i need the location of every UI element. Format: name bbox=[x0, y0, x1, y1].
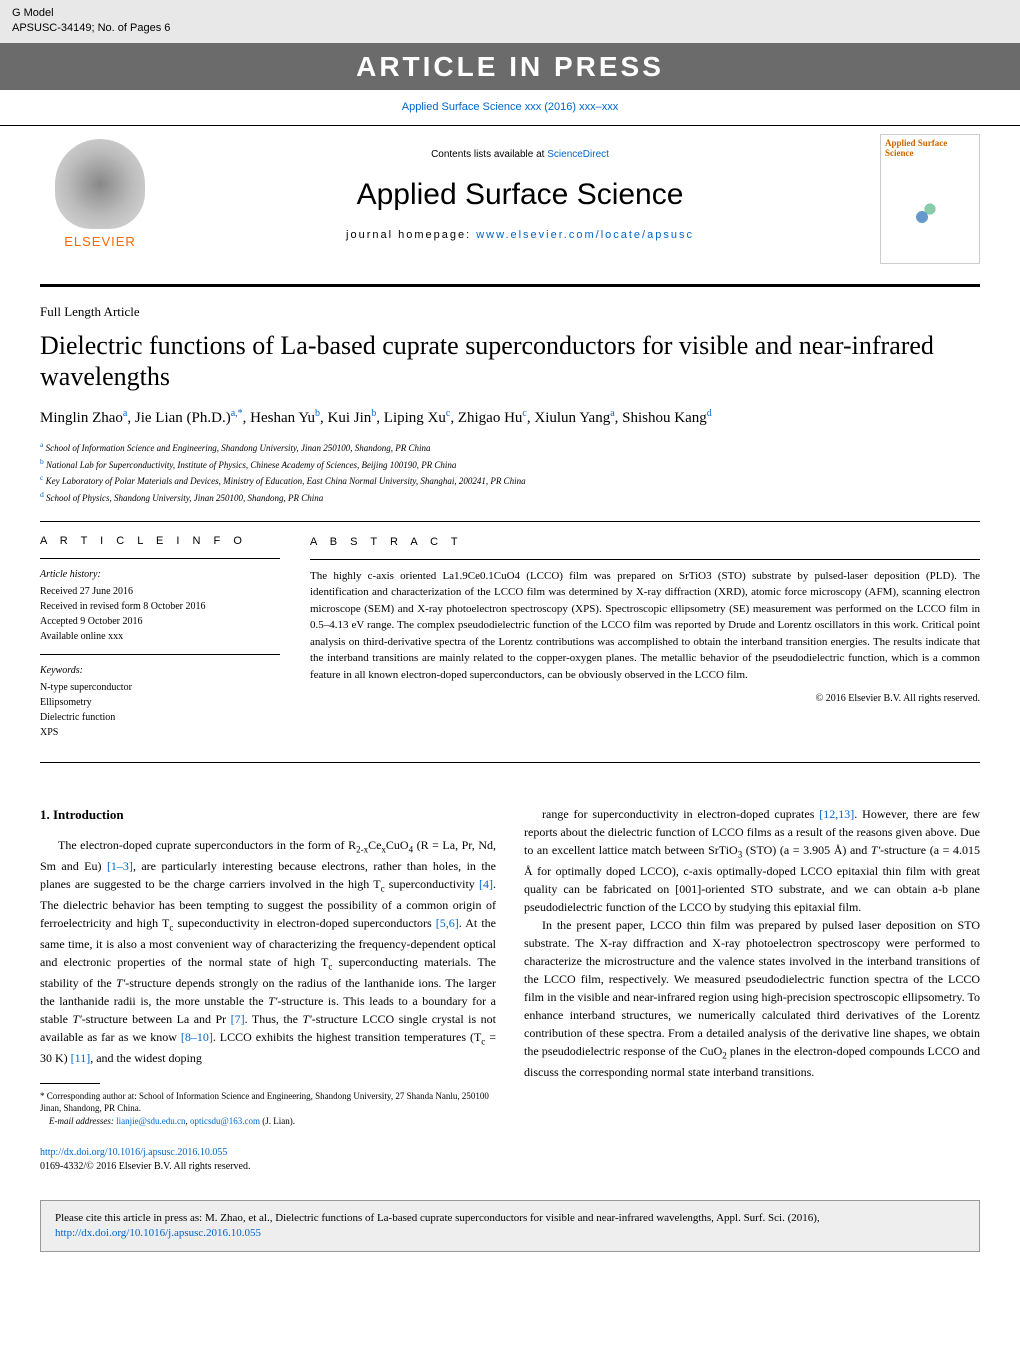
doi-block: http://dx.doi.org/10.1016/j.apsusc.2016.… bbox=[0, 1138, 1020, 1190]
journal-header-center: Contents lists available at ScienceDirec… bbox=[160, 126, 880, 264]
abstract-divider bbox=[310, 559, 980, 560]
email-link-1[interactable]: lianjie@sdu.edu.cn bbox=[116, 1116, 185, 1126]
journal-header: ELSEVIER Contents lists available at Sci… bbox=[0, 125, 1020, 264]
introduction-heading: 1. Introduction bbox=[40, 805, 496, 825]
affiliations: a School of Information Science and Engi… bbox=[0, 439, 1020, 505]
abstract-copyright: © 2016 Elsevier B.V. All rights reserved… bbox=[310, 691, 980, 706]
cite-prefix: Please cite this article in press as: M.… bbox=[55, 1212, 820, 1224]
elsevier-tree-icon bbox=[55, 139, 145, 229]
history-line: Accepted 9 October 2016 bbox=[40, 614, 280, 629]
issn-copyright-line: 0169-4332/© 2016 Elsevier B.V. All right… bbox=[40, 1161, 250, 1172]
journal-homepage-link[interactable]: www.elsevier.com/locate/apsusc bbox=[476, 229, 694, 241]
info-abstract-row: A R T I C L E I N F O Article history: R… bbox=[0, 534, 1020, 749]
elsevier-text: ELSEVIER bbox=[64, 233, 136, 251]
keyword: Dielectric function bbox=[40, 710, 280, 725]
intro-paragraph-3: In the present paper, LCCO thin film was… bbox=[524, 916, 980, 1081]
cover-art-icon bbox=[910, 189, 950, 229]
affiliation: b National Lab for Superconductivity, In… bbox=[40, 456, 980, 473]
intro-paragraph-2: range for superconductivity in electron-… bbox=[524, 805, 980, 916]
keywords-label: Keywords: bbox=[40, 663, 280, 678]
email-link-2[interactable]: opticsdu@163.com bbox=[190, 1116, 260, 1126]
article-info-heading: A R T I C L E I N F O bbox=[40, 534, 280, 549]
cite-doi-link[interactable]: http://dx.doi.org/10.1016/j.apsusc.2016.… bbox=[55, 1227, 261, 1239]
abstract: A B S T R A C T The highly c-axis orient… bbox=[310, 534, 980, 749]
affiliation: c Key Laboratory of Polar Materials and … bbox=[40, 472, 980, 489]
history-line: Available online xxx bbox=[40, 629, 280, 644]
gmodel-bar: G Model APSUSC-34149; No. of Pages 6 bbox=[0, 0, 1020, 43]
info-divider bbox=[40, 558, 280, 559]
article-history-label: Article history: bbox=[40, 567, 280, 582]
doi-link[interactable]: http://dx.doi.org/10.1016/j.apsusc.2016.… bbox=[40, 1147, 227, 1158]
keywords-block: Keywords: N-type superconductorEllipsome… bbox=[40, 663, 280, 740]
abstract-text: The highly c-axis oriented La1.9Ce0.1CuO… bbox=[310, 568, 980, 684]
article-history-block: Article history: Received 27 June 2016Re… bbox=[40, 567, 280, 644]
elsevier-logo: ELSEVIER bbox=[40, 126, 160, 264]
divider bbox=[40, 521, 980, 522]
journal-cover-thumbnail: Applied Surface Science bbox=[880, 134, 980, 264]
article-title: Dielectric functions of La-based cuprate… bbox=[0, 330, 1020, 392]
header-divider bbox=[40, 284, 980, 287]
footnote-separator bbox=[40, 1083, 100, 1084]
sciencedirect-link[interactable]: ScienceDirect bbox=[547, 149, 609, 160]
keyword: XPS bbox=[40, 725, 280, 740]
keyword: N-type superconductor bbox=[40, 680, 280, 695]
citation-header-link[interactable]: Applied Surface Science xxx (2016) xxx–x… bbox=[0, 90, 1020, 125]
history-line: Received 27 June 2016 bbox=[40, 584, 280, 599]
divider bbox=[40, 762, 980, 763]
cite-this-article-box: Please cite this article in press as: M.… bbox=[40, 1200, 980, 1253]
contents-available-line: Contents lists available at ScienceDirec… bbox=[180, 148, 860, 162]
corresponding-author-footnote: * Corresponding author at: School of Inf… bbox=[40, 1090, 496, 1115]
affiliation: d School of Physics, Shandong University… bbox=[40, 489, 980, 506]
journal-homepage-line: journal homepage: www.elsevier.com/locat… bbox=[180, 228, 860, 243]
abstract-heading: A B S T R A C T bbox=[310, 534, 980, 551]
email-footnote: E-mail addresses: lianjie@sdu.edu.cn, op… bbox=[40, 1115, 496, 1128]
article-type: Full Length Article bbox=[0, 303, 1020, 321]
authors-line: Minglin Zhaoa, Jie Lian (Ph.D.)a,*, Hesh… bbox=[0, 406, 1020, 430]
history-line: Received in revised form 8 October 2016 bbox=[40, 599, 280, 614]
article-info: A R T I C L E I N F O Article history: R… bbox=[40, 534, 280, 749]
left-column: 1. Introduction The electron-doped cupra… bbox=[40, 805, 496, 1128]
intro-paragraph-1: The electron-doped cuprate superconducto… bbox=[40, 836, 496, 1066]
journal-cover-title: Applied Surface Science bbox=[885, 139, 975, 159]
info-divider bbox=[40, 654, 280, 655]
gmodel-label: G Model bbox=[12, 6, 1008, 21]
journal-name: Applied Surface Science bbox=[180, 174, 860, 216]
keyword: Ellipsometry bbox=[40, 695, 280, 710]
gmodel-code: APSUSC-34149; No. of Pages 6 bbox=[12, 21, 1008, 36]
right-column: range for superconductivity in electron-… bbox=[524, 805, 980, 1128]
article-in-press-banner: ARTICLE IN PRESS bbox=[0, 43, 1020, 90]
affiliation: a School of Information Science and Engi… bbox=[40, 439, 980, 456]
body-columns: 1. Introduction The electron-doped cupra… bbox=[0, 775, 1020, 1138]
